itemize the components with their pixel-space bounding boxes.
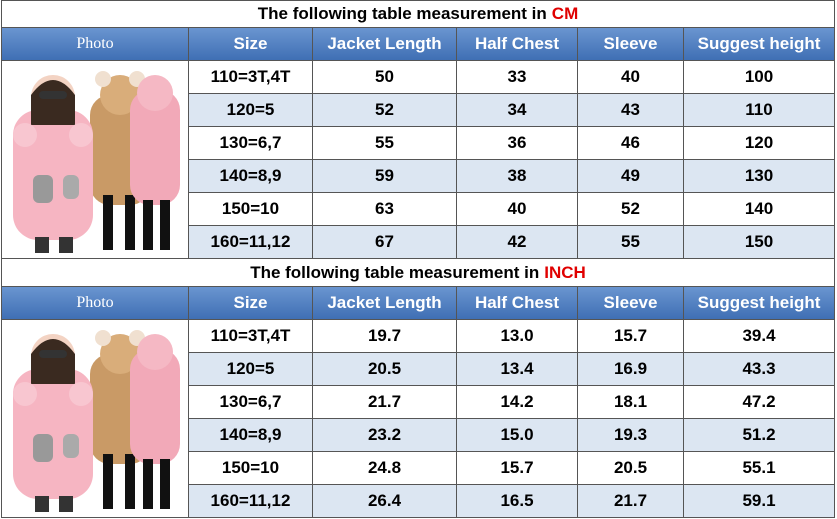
title-text: The following table measurement in <box>257 4 547 23</box>
column-header: Sleeve <box>578 28 684 61</box>
column-header: Sleeve <box>578 287 684 320</box>
table-cell: 130 <box>684 160 835 193</box>
table-cell: 150=10 <box>189 452 313 485</box>
table-cell: 150=10 <box>189 193 313 226</box>
table-cell: 15.7 <box>578 320 684 353</box>
table-cell: 39.4 <box>684 320 835 353</box>
table-cell: 140 <box>684 193 835 226</box>
table-cell: 19.7 <box>313 320 457 353</box>
table-cell: 67 <box>313 226 457 259</box>
table-cell: 52 <box>313 94 457 127</box>
column-header: Size <box>189 28 313 61</box>
photo-illustration <box>13 70 180 253</box>
table-cell: 18.1 <box>578 386 684 419</box>
table-cell: 20.5 <box>578 452 684 485</box>
table-cell: 110=3T,4T <box>189 320 313 353</box>
table-cell: 16.5 <box>457 485 578 518</box>
table-cell: 26.4 <box>313 485 457 518</box>
table-cell: 14.2 <box>457 386 578 419</box>
table-cell: 40 <box>578 61 684 94</box>
table-cell: 51.2 <box>684 419 835 452</box>
table-cell: 55.1 <box>684 452 835 485</box>
title-unit: INCH <box>544 262 586 282</box>
table-cell: 120=5 <box>189 94 313 127</box>
table-cell: 120 <box>684 127 835 160</box>
title-text: The following table measurement in <box>250 262 540 282</box>
section-title: The following table measurement in CM <box>1 0 835 28</box>
table-cell: 160=11,12 <box>189 485 313 518</box>
table-cell: 55 <box>578 226 684 259</box>
table-cell: 42 <box>457 226 578 259</box>
table-cell: 24.8 <box>313 452 457 485</box>
column-header: Half Chest <box>457 287 578 320</box>
table-cell: 120=5 <box>189 353 313 386</box>
table-cell: 59.1 <box>684 485 835 518</box>
table-cell: 19.3 <box>578 419 684 452</box>
column-header: Suggest height <box>684 287 835 320</box>
table-cell: 40 <box>457 193 578 226</box>
table-cell: 21.7 <box>313 386 457 419</box>
table-cell: 140=8,9 <box>189 419 313 452</box>
title-unit: CM <box>551 4 579 23</box>
table-cell: 33 <box>457 61 578 94</box>
column-header: Photo <box>1 287 189 320</box>
column-header: Half Chest <box>457 28 578 61</box>
table-cell: 36 <box>457 127 578 160</box>
photo-illustration <box>13 329 180 512</box>
table-cell: 13.4 <box>457 353 578 386</box>
table-cell: 43 <box>578 94 684 127</box>
table-cell: 50 <box>313 61 457 94</box>
table-cell: 20.5 <box>313 353 457 386</box>
product-photo <box>1 320 189 518</box>
table-cell: 38 <box>457 160 578 193</box>
table-cell: 59 <box>313 160 457 193</box>
table-cell: 47.2 <box>684 386 835 419</box>
column-header: Jacket Length <box>313 28 457 61</box>
table-cell: 43.3 <box>684 353 835 386</box>
table-cell: 46 <box>578 127 684 160</box>
table-cell: 16.9 <box>578 353 684 386</box>
table-cell: 150 <box>684 226 835 259</box>
column-header: Suggest height <box>684 28 835 61</box>
table-cell: 55 <box>313 127 457 160</box>
table-cell: 34 <box>457 94 578 127</box>
table-cell: 52 <box>578 193 684 226</box>
section-title: The following table measurement in INCH <box>1 259 835 287</box>
column-header: Jacket Length <box>313 287 457 320</box>
table-cell: 49 <box>578 160 684 193</box>
table-cell: 13.0 <box>457 320 578 353</box>
column-header: Size <box>189 287 313 320</box>
table-cell: 110 <box>684 94 835 127</box>
table-cell: 15.0 <box>457 419 578 452</box>
table-cell: 160=11,12 <box>189 226 313 259</box>
table-cell: 63 <box>313 193 457 226</box>
table-cell: 21.7 <box>578 485 684 518</box>
table-cell: 140=8,9 <box>189 160 313 193</box>
table-cell: 110=3T,4T <box>189 61 313 94</box>
column-header: Photo <box>1 28 189 61</box>
table-cell: 130=6,7 <box>189 386 313 419</box>
table-cell: 23.2 <box>313 419 457 452</box>
product-photo <box>1 61 189 259</box>
table-cell: 130=6,7 <box>189 127 313 160</box>
table-cell: 15.7 <box>457 452 578 485</box>
table-cell: 100 <box>684 61 835 94</box>
